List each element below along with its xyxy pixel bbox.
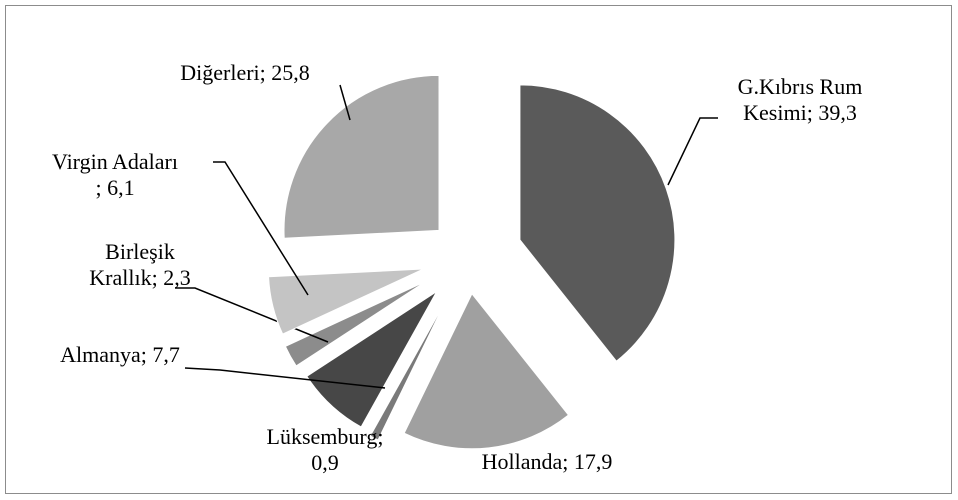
separator: ; [140,342,153,367]
separator: ; [259,60,272,85]
value-label: 25,8 [271,60,310,85]
separator: ; [377,424,384,449]
category-name: Almanya [60,342,141,367]
leader-line [213,161,309,296]
value-label: 2,3 [163,265,191,290]
leader-line [184,367,386,389]
category-name: Birleşik Krallık [89,239,175,290]
pie-slice [519,84,676,362]
value-label: 7,7 [152,342,180,367]
separator: ; [95,175,108,200]
data-label: Virgin Adaları; 6,1 [30,149,200,201]
pie-slice [268,268,424,335]
value-label: 39,3 [818,100,857,125]
category-name: Lüksemburg [266,424,378,449]
leader-line [339,84,351,121]
data-label: Diğerleri; 25,8 [145,60,345,86]
pie-slice [369,300,447,441]
separator: ; [562,449,574,474]
leader-line [667,117,718,186]
separator: ; [806,100,819,125]
category-name: G.Kıbrıs Rum Kesimi [737,74,863,125]
data-label: Almanya; 7,7 [20,342,220,368]
value-label: 17,9 [573,449,613,474]
data-label: Birleşik Krallık; 2,3 [75,239,205,291]
pie-slice [306,291,438,428]
category-name: Diğerleri [180,60,260,85]
pie-slice [403,292,570,450]
data-label: G.Kıbrıs Rum Kesimi; 39,3 [713,74,888,126]
value-label: 6,1 [107,175,135,200]
category-name: Hollanda [481,449,563,474]
pie-slice [284,280,427,367]
category-name: Virgin Adaları [52,149,178,174]
data-label: Lüksemburg; 0,9 [260,424,390,476]
separator: ; [151,265,164,290]
value-label: 0,9 [311,450,339,475]
pie-slice [283,74,440,239]
data-label: Hollanda; 17,9 [447,449,647,475]
